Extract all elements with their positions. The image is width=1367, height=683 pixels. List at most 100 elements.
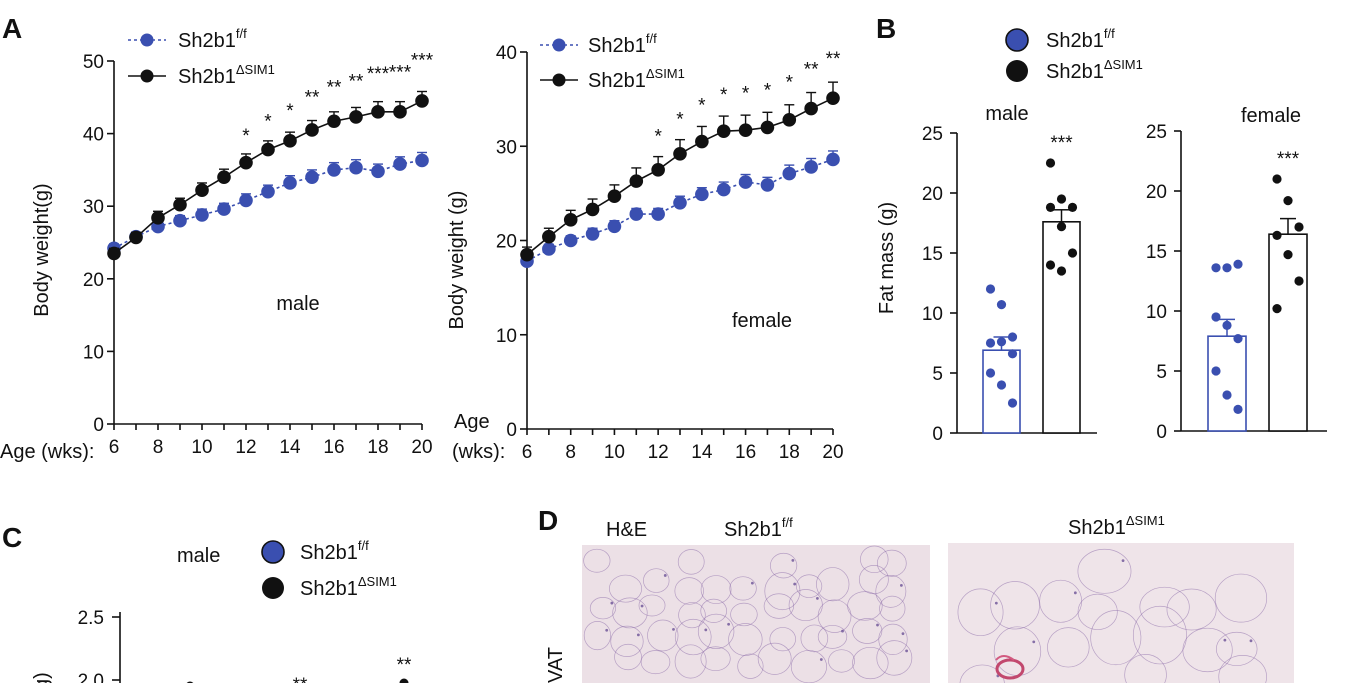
legend-label-ko: Sh2b1ΔSIM1 — [300, 574, 397, 600]
x-tick-label: 20 — [411, 437, 432, 458]
significance-marker: *** — [389, 62, 412, 83]
series-line-flox — [526, 158, 834, 262]
adipocyte — [612, 597, 648, 629]
nucleus — [994, 601, 998, 605]
image-title-ko: Sh2b1ΔSIM1 — [1068, 513, 1165, 539]
nucleus — [1249, 639, 1253, 643]
x-tick-label: 10 — [191, 437, 212, 458]
data-point-ko — [585, 202, 600, 217]
nucleus — [704, 628, 708, 632]
nucleus — [1032, 640, 1036, 644]
data-point-ko — [760, 120, 775, 135]
data-point-flox — [415, 153, 429, 168]
legend-marker-ko — [140, 69, 154, 83]
data-point-flox — [695, 187, 709, 202]
nucleus — [605, 628, 609, 632]
adipocyte — [1132, 605, 1187, 665]
panel-d-histology: H&E Sh2b1f/f Sh2b1ΔSIM1 VAT — [545, 513, 1294, 683]
adipocyte — [700, 598, 727, 623]
data-point-flox — [1211, 263, 1221, 273]
data-point-ko — [129, 230, 143, 245]
nucleus — [1121, 559, 1125, 563]
adipocyte-pattern-ko — [957, 548, 1268, 683]
panel-label-c: C — [2, 522, 22, 553]
chart-title-b-male: male — [985, 103, 1028, 125]
significance-marker: *** — [411, 51, 434, 72]
x-tick-label: 6 — [109, 437, 120, 458]
data-point-flox — [996, 380, 1007, 390]
legend-label-flox: Sh2b1f/f — [588, 31, 657, 57]
data-point-flox — [1233, 334, 1243, 344]
chart-c: male Sh2b1f/f Sh2b1ΔSIM1 2.5 2.0 g) ** *… — [31, 538, 412, 683]
adipocyte — [1166, 588, 1217, 631]
data-point-ko — [107, 246, 121, 261]
y-tick-label: 30 — [83, 197, 104, 218]
data-point-flox — [804, 160, 818, 174]
data-point-flox — [738, 175, 753, 189]
nucleus — [899, 583, 903, 587]
significance-marker: * — [264, 111, 272, 132]
data-point-ko — [673, 146, 687, 161]
data-point-ko — [393, 105, 407, 119]
adipocyte — [640, 650, 671, 675]
data-point-flox — [1222, 320, 1232, 330]
y-tick-label: 10 — [922, 304, 943, 325]
data-point-ko — [1067, 248, 1078, 258]
adipocyte — [728, 623, 763, 656]
data-point-flox — [985, 338, 996, 348]
legend-label-flox: Sh2b1f/f — [178, 26, 247, 52]
adipocyte — [769, 627, 796, 652]
data-point-ko — [1045, 202, 1056, 212]
adipocyte — [697, 613, 735, 650]
significance-marker: * — [654, 127, 662, 148]
y-axis-label-b: Fat mass (g) — [876, 202, 898, 314]
data-point-flox — [629, 207, 644, 221]
data-point-ko — [826, 91, 840, 105]
legend-marker-ko — [552, 73, 566, 87]
data-point-ko — [1056, 266, 1067, 276]
x-tick-label: 10 — [604, 442, 625, 463]
nucleus — [640, 604, 644, 608]
image-title-flox: Sh2b1f/f — [724, 515, 793, 541]
data-point-flox — [651, 207, 665, 221]
data-point-ko — [195, 183, 209, 198]
x-tick-label: 8 — [153, 437, 164, 458]
x-axis-label-top-a-female: Age — [454, 411, 490, 433]
panel-label-a: A — [2, 13, 22, 44]
legend-label-ko: Sh2b1ΔSIM1 — [1046, 57, 1143, 83]
adipocyte — [583, 621, 612, 651]
adipocyte — [817, 624, 848, 649]
data-point-flox — [1007, 332, 1018, 342]
chart-b-fat-mass: Sh2b1f/f Sh2b1ΔSIM1 Fat mass (g) male fe… — [876, 26, 1327, 445]
data-point-ko — [349, 110, 363, 124]
y-tick-label: 0 — [93, 415, 104, 436]
y-tick-label: 20 — [922, 184, 943, 205]
adipocyte — [852, 618, 883, 644]
data-point-ko — [327, 114, 341, 129]
data-point-flox — [217, 202, 231, 216]
nucleus — [815, 597, 819, 600]
adipocyte — [1077, 548, 1132, 594]
x-tick-label: 14 — [279, 437, 301, 458]
data-point-ko — [782, 113, 797, 127]
y-tick-label: 30 — [496, 137, 517, 158]
data-point-ko — [1056, 222, 1067, 232]
significance-marker: ** — [826, 49, 841, 70]
significance-marker: ** — [349, 71, 364, 92]
nucleus — [793, 582, 797, 586]
nucleus — [636, 633, 640, 637]
data-point-ko — [716, 124, 731, 138]
x-tick-label: 6 — [522, 442, 533, 463]
data-point-flox — [283, 176, 297, 190]
nucleus — [1223, 638, 1227, 642]
data-point-ko — [563, 212, 578, 227]
y-tick-label: 40 — [496, 43, 517, 64]
bar-flox — [1207, 335, 1247, 432]
data-point-flox — [985, 368, 996, 378]
adipocyte — [876, 549, 907, 577]
data-point-ko — [629, 174, 644, 188]
data-point-ko — [1045, 260, 1056, 270]
y-tick-label: 20 — [1146, 182, 1167, 203]
legend-marker-flox — [261, 540, 285, 564]
chart-title-a-male: male — [276, 293, 319, 315]
